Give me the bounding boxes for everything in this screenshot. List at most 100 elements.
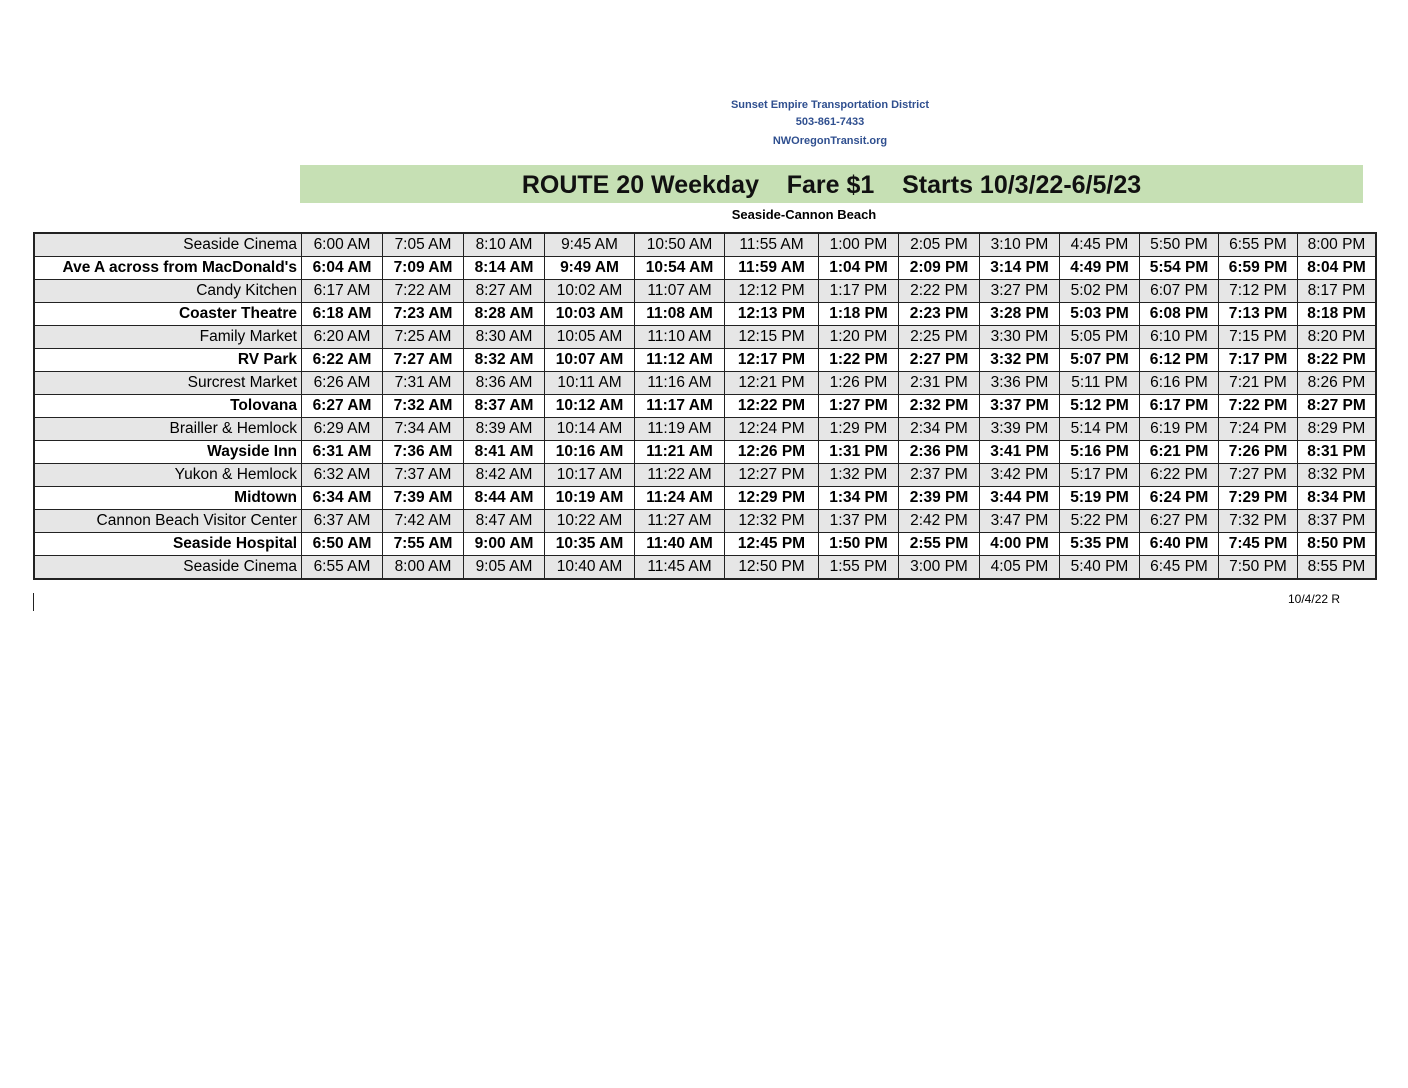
departure-time: 10:03 AM — [544, 302, 635, 326]
departure-time: 8:42 AM — [463, 463, 545, 487]
departure-time: 11:17 AM — [634, 394, 725, 418]
departure-time: 12:17 PM — [724, 348, 819, 372]
revision-note: 10/4/22 R — [1288, 592, 1341, 606]
departure-time: 5:40 PM — [1059, 555, 1140, 580]
departure-time: 7:12 PM — [1218, 279, 1298, 303]
departure-time: 6:22 AM — [301, 348, 383, 372]
departure-time: 8:34 PM — [1297, 486, 1377, 510]
departure-time: 2:09 PM — [898, 256, 980, 280]
departure-time: 6:24 PM — [1139, 486, 1219, 510]
departure-time: 2:05 PM — [898, 232, 980, 257]
departure-time: 8:47 AM — [463, 509, 545, 533]
departure-time: 1:17 PM — [818, 279, 899, 303]
departure-time: 1:50 PM — [818, 532, 899, 556]
departure-time: 8:29 PM — [1297, 417, 1377, 441]
departure-time: 5:17 PM — [1059, 463, 1140, 487]
departure-time: 3:00 PM — [898, 555, 980, 580]
departure-time: 8:00 AM — [382, 555, 464, 580]
departure-time: 6:59 PM — [1218, 256, 1298, 280]
departure-time: 1:26 PM — [818, 371, 899, 395]
departure-time: 10:07 AM — [544, 348, 635, 372]
departure-time: 8:10 AM — [463, 232, 545, 257]
departure-time: 7:13 PM — [1218, 302, 1298, 326]
departure-time: 2:36 PM — [898, 440, 980, 464]
departure-time: 8:22 PM — [1297, 348, 1377, 372]
departure-time: 5:05 PM — [1059, 325, 1140, 349]
departure-time: 10:02 AM — [544, 279, 635, 303]
departure-time: 7:50 PM — [1218, 555, 1298, 580]
departure-time: 2:27 PM — [898, 348, 980, 372]
departure-time: 11:59 AM — [724, 256, 819, 280]
departure-time: 7:37 AM — [382, 463, 464, 487]
departure-time: 11:12 AM — [634, 348, 725, 372]
departure-time: 6:27 PM — [1139, 509, 1219, 533]
departure-time: 3:14 PM — [979, 256, 1060, 280]
departure-time: 6:32 AM — [301, 463, 383, 487]
departure-time: 4:05 PM — [979, 555, 1060, 580]
table-row: Yukon & Hemlock 6:32 AM 7:37 AM 8:42 AM 10:1… — [33, 463, 1377, 487]
departure-time: 6:31 AM — [301, 440, 383, 464]
departure-time: 7:15 PM — [1218, 325, 1298, 349]
departure-time: 11:07 AM — [634, 279, 725, 303]
table-row: Cannon Beach Visitor Center 6:37 AM 7:42 A… — [33, 509, 1377, 533]
route-subtitle: Seaside-Cannon Beach — [731, 207, 877, 222]
departure-time: 7:32 AM — [382, 394, 464, 418]
departure-time: 4:49 PM — [1059, 256, 1140, 280]
departure-time: 5:11 PM — [1059, 371, 1140, 395]
departure-time: 2:31 PM — [898, 371, 980, 395]
stop-name: Midtown — [33, 486, 302, 510]
departure-time: 1:00 PM — [818, 232, 899, 257]
stop-name: Tolovana — [33, 394, 302, 418]
departure-time: 8:39 AM — [463, 417, 545, 441]
departure-time: 5:07 PM — [1059, 348, 1140, 372]
stop-name: Surcrest Market — [33, 371, 302, 395]
departure-time: 12:26 PM — [724, 440, 819, 464]
departure-time: 11:16 AM — [634, 371, 725, 395]
table-row: Wayside Inn 6:31 AM 7:36 AM 8:41 AM 10:16 AM… — [33, 440, 1377, 464]
departure-time: 10:22 AM — [544, 509, 635, 533]
departure-time: 8:32 AM — [463, 348, 545, 372]
departure-time: 7:22 PM — [1218, 394, 1298, 418]
departure-time: 2:42 PM — [898, 509, 980, 533]
stop-name: Seaside Cinema — [33, 555, 302, 580]
departure-time: 6:17 PM — [1139, 394, 1219, 418]
departure-time: 2:23 PM — [898, 302, 980, 326]
departure-time: 10:54 AM — [634, 256, 725, 280]
departure-time: 5:22 PM — [1059, 509, 1140, 533]
departure-time: 8:44 AM — [463, 486, 545, 510]
departure-time: 5:02 PM — [1059, 279, 1140, 303]
stop-name: Family Market — [33, 325, 302, 349]
stop-name: Brailler & Hemlock — [33, 417, 302, 441]
departure-time: 10:17 AM — [544, 463, 635, 487]
table-row: Tolovana 6:27 AM 7:32 AM 8:37 AM 10:12 AM 11:… — [33, 394, 1377, 418]
departure-time: 8:27 PM — [1297, 394, 1377, 418]
departure-time: 6:26 AM — [301, 371, 383, 395]
departure-time: 7:36 AM — [382, 440, 464, 464]
agency-phone: 503-861-7433 — [795, 116, 865, 128]
departure-time: 8:41 AM — [463, 440, 545, 464]
departure-time: 9:45 AM — [544, 232, 635, 257]
departure-time: 8:18 PM — [1297, 302, 1377, 326]
departure-time: 12:13 PM — [724, 302, 819, 326]
departure-time: 1:29 PM — [818, 417, 899, 441]
departure-time: 3:44 PM — [979, 486, 1060, 510]
departure-time: 6:17 AM — [301, 279, 383, 303]
departure-time: 12:45 PM — [724, 532, 819, 556]
departure-time: 12:29 PM — [724, 486, 819, 510]
departure-time: 1:37 PM — [818, 509, 899, 533]
departure-time: 8:37 AM — [463, 394, 545, 418]
stop-name: Seaside Hospital — [33, 532, 302, 556]
departure-time: 8:31 PM — [1297, 440, 1377, 464]
departure-time: 8:55 PM — [1297, 555, 1377, 580]
departure-time: 6:34 AM — [301, 486, 383, 510]
departure-time: 6:16 PM — [1139, 371, 1219, 395]
departure-time: 7:27 PM — [1218, 463, 1298, 487]
border-line — [33, 593, 34, 611]
departure-time: 6:45 PM — [1139, 555, 1219, 580]
table-row: Ave A across from MacDonald's 6:04 AM 7:09… — [33, 256, 1377, 280]
departure-time: 7:45 PM — [1218, 532, 1298, 556]
departure-time: 1:32 PM — [818, 463, 899, 487]
departure-time: 7:22 AM — [382, 279, 464, 303]
departure-time: 8:20 PM — [1297, 325, 1377, 349]
departure-time: 6:55 AM — [301, 555, 383, 580]
